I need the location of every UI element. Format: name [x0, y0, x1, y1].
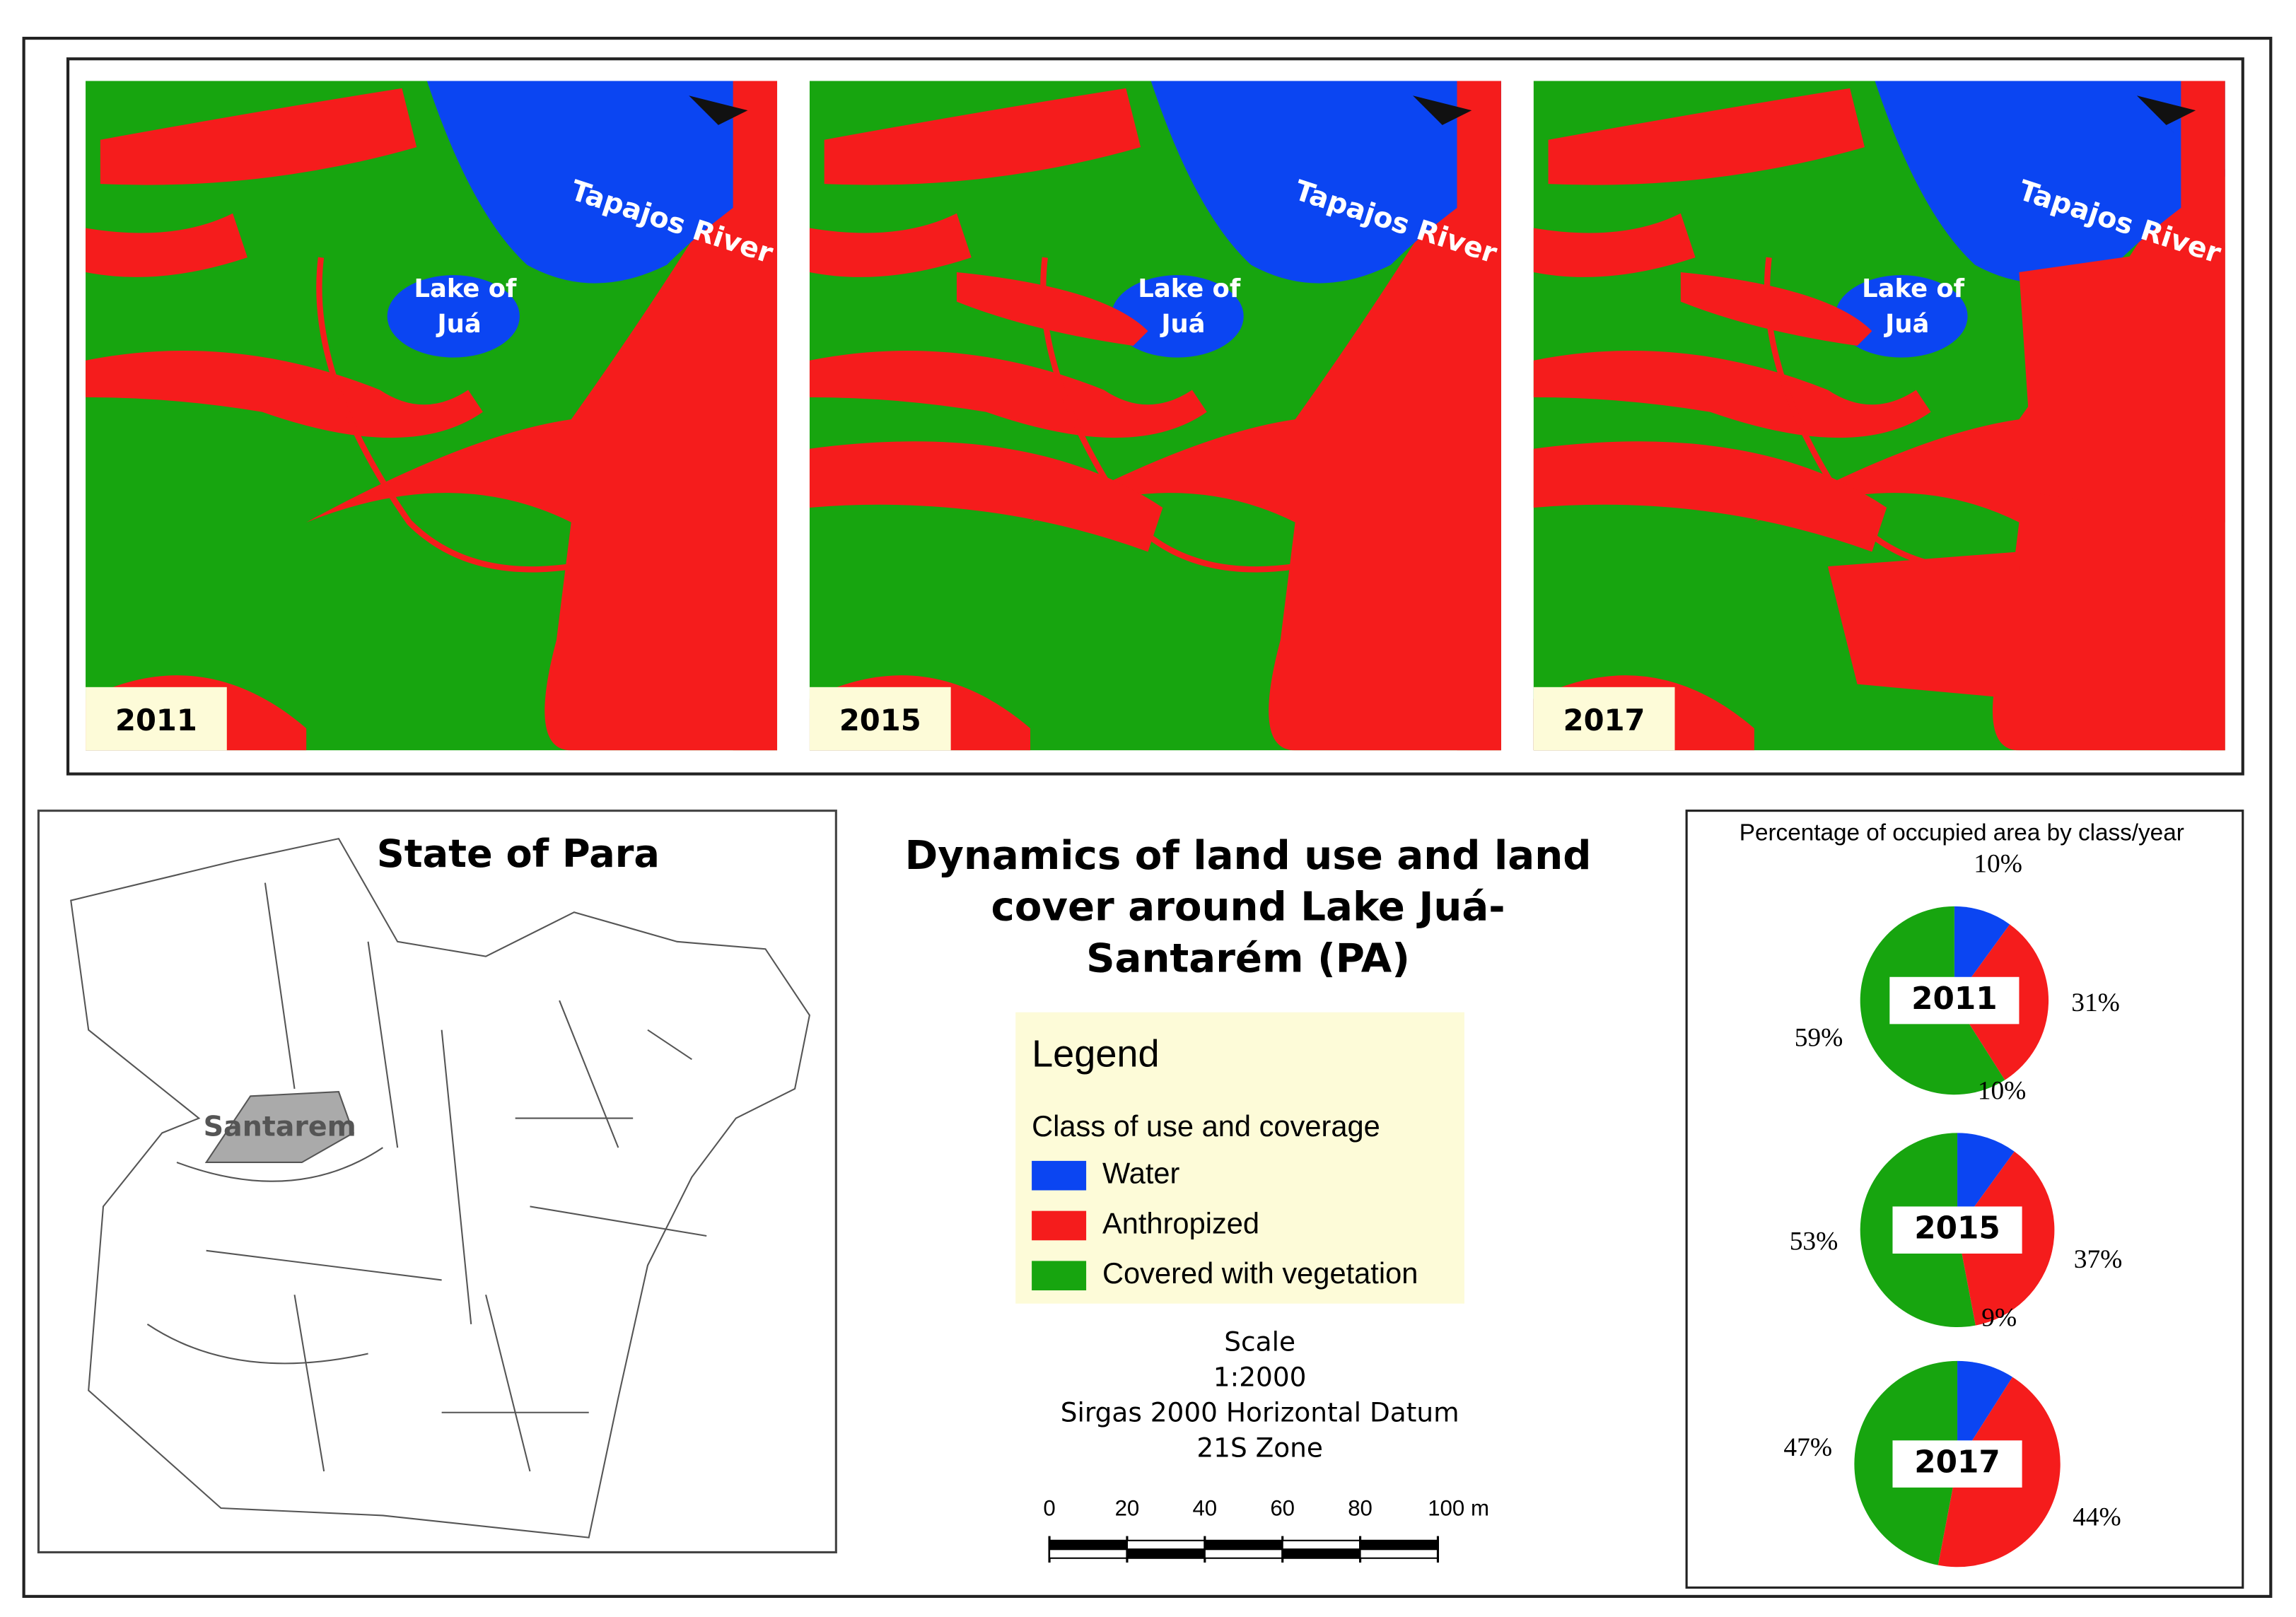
- anthropized-area: [809, 441, 1163, 552]
- outer-frame: [22, 37, 2273, 1598]
- year-label: 2017: [1563, 703, 1645, 737]
- scale-segment: [1281, 1548, 1361, 1559]
- pie-value-label: 53%: [1790, 1227, 1838, 1256]
- pie-value-label: 44%: [2073, 1502, 2121, 1531]
- anthropized-area: [2019, 243, 2225, 523]
- lake-label: Lake of: [1862, 274, 1965, 303]
- title-line: Dynamics of land use and land: [905, 833, 1592, 879]
- scale-tick-label: 40: [1192, 1495, 1217, 1520]
- scale-segment: [1204, 1539, 1283, 1551]
- state-map: [70, 837, 810, 1539]
- lake-label: Lake of: [1138, 274, 1241, 303]
- anthropized-area: [956, 272, 1148, 346]
- scale-segment: [1359, 1539, 1439, 1551]
- anthropized-area: [1827, 551, 2020, 699]
- legend-label: Anthropized: [1102, 1206, 1259, 1239]
- legend-swatch: [1032, 1261, 1087, 1291]
- title-line: Santarém (PA): [1086, 936, 1410, 982]
- state-frame: [37, 810, 837, 1553]
- title-line: cover around Lake Juá-: [991, 885, 1505, 930]
- legend-swatch: [1032, 1160, 1087, 1191]
- legend-swatch: [1032, 1210, 1087, 1241]
- pies: 10% 31% 59% 2011 10% 37% 53% 2015 9% 44% 47% 2017: [1783, 850, 2122, 1568]
- pie-value-label: 31%: [2071, 988, 2120, 1017]
- scale-tick-label: 20: [1115, 1495, 1140, 1520]
- pie-title: 2015: [1914, 1210, 2000, 1247]
- pie-value-label: 10%: [1978, 1076, 2027, 1105]
- scale-tick-label: 0: [1043, 1495, 1055, 1520]
- land-cover: [86, 81, 777, 750]
- legend-subtitle: Class of use and coverage: [1032, 1109, 1380, 1143]
- scale-text: 21S Zone: [1196, 1432, 1323, 1463]
- scale-segment: [1359, 1548, 1439, 1559]
- legend-items: Water Anthropized Covered with vegetation: [1032, 1157, 1418, 1291]
- anthropized-area: [1533, 441, 1887, 552]
- year-label: 2011: [115, 703, 197, 737]
- legend-label: Water: [1102, 1157, 1180, 1190]
- year-box: [1533, 687, 1675, 751]
- pie-slice: [1957, 1360, 2013, 1464]
- anthropized-area: [1680, 272, 1872, 346]
- pie-title-box: [1892, 1206, 2022, 1254]
- lake-label: Juá: [1160, 310, 1205, 339]
- pie-value-label: 59%: [1795, 1023, 1843, 1052]
- santarem-label: Santarem: [204, 1111, 356, 1143]
- scale-tick-label: 80: [1348, 1495, 1373, 1520]
- pie-title: 2011: [1911, 981, 1998, 1017]
- pie-value-label: 47%: [1783, 1433, 1832, 1462]
- pie-value-label: 10%: [1974, 850, 2022, 879]
- scale-segment: [1126, 1548, 1206, 1559]
- pie-frame: [1685, 810, 2244, 1589]
- year-box: [86, 687, 227, 751]
- pie-title: 2017: [1914, 1444, 2000, 1481]
- scale-tick-label: 60: [1270, 1495, 1295, 1520]
- state-title: State of Para: [377, 831, 660, 876]
- scale-segment: [1126, 1539, 1206, 1551]
- lake-label: Juá: [436, 310, 481, 339]
- scale-text: Sirgas 2000 Horizontal Datum: [1061, 1396, 1459, 1428]
- pie-value-label: 9%: [1981, 1303, 2017, 1332]
- pie-panel-title: Percentage of occupied area by class/yea…: [1740, 820, 2184, 846]
- scale-text: Scale: [1224, 1326, 1295, 1357]
- scale-segment: [1049, 1548, 1128, 1559]
- legend-title: Legend: [1032, 1032, 1160, 1075]
- scale-text: 1:2000: [1213, 1361, 1307, 1392]
- scale-segment: [1049, 1539, 1128, 1551]
- pie-value-label: 37%: [2074, 1245, 2123, 1274]
- scale-segment: [1281, 1539, 1361, 1551]
- legend-label: Covered with vegetation: [1102, 1256, 1418, 1290]
- lake-label: Juá: [1884, 310, 1929, 339]
- pie-slice: [1957, 1133, 2015, 1230]
- scale-bar: 0 20 40 60 80 100 m: [1043, 1495, 1489, 1563]
- maps-frame: [66, 57, 2244, 776]
- pie-title-box: [1892, 1440, 2022, 1488]
- lake-label: Lake of: [414, 274, 517, 303]
- pie-title-box: [1889, 976, 2020, 1025]
- land-cover: [810, 81, 1501, 750]
- scale-tick-label: 100 m: [1428, 1495, 1489, 1520]
- year-box: [809, 687, 951, 751]
- year-label: 2015: [839, 703, 921, 737]
- legend-box: [1015, 1012, 1464, 1304]
- scale-segment: [1204, 1548, 1283, 1559]
